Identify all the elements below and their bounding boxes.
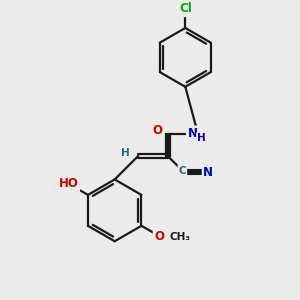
Text: Cl: Cl [179, 2, 192, 15]
Text: N: N [188, 128, 198, 140]
Text: O: O [152, 124, 162, 137]
Text: H: H [121, 148, 129, 158]
Text: HO: HO [58, 177, 78, 190]
Text: O: O [154, 230, 164, 243]
Text: N: N [203, 166, 213, 178]
Text: CH₃: CH₃ [169, 232, 190, 242]
Text: H: H [197, 133, 206, 143]
Text: C: C [178, 166, 186, 176]
